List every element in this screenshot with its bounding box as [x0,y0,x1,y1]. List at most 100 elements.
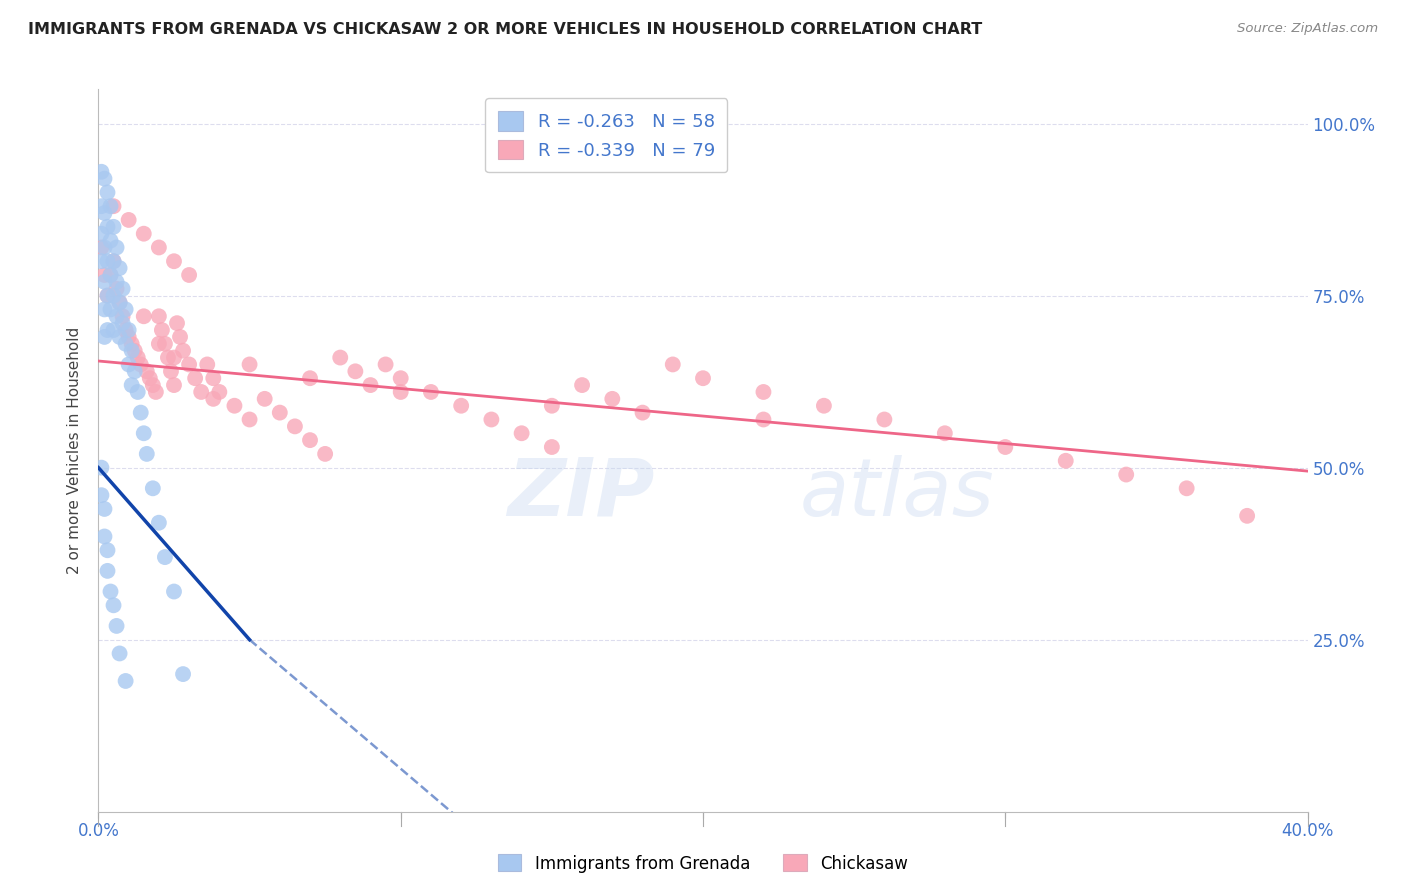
Point [100,268,122,282]
Point [111,310,134,324]
Point [118,213,141,227]
Point [239,412,262,426]
Point [540,440,562,454]
Point [114,302,136,317]
Point [314,447,336,461]
Point [1054,454,1077,468]
Point [873,412,896,426]
Text: ZIP: ZIP [508,455,655,533]
Point [108,647,131,661]
Point [100,268,122,282]
Point [179,268,201,282]
Point [93,268,115,282]
Point [148,310,170,324]
Point [202,371,225,385]
Point [1175,481,1198,495]
Point [93,502,115,516]
Point [208,384,231,399]
Point [1236,508,1258,523]
Y-axis label: 2 or more Vehicles in Household: 2 or more Vehicles in Household [67,326,83,574]
Point [156,351,179,365]
Point [96,288,118,302]
Legend: Immigrants from Grenada, Chickasaw: Immigrants from Grenada, Chickasaw [491,847,915,880]
Point [90,199,112,213]
Point [93,171,115,186]
Point [994,440,1017,454]
Point [100,199,122,213]
Point [124,343,146,358]
Point [166,316,188,330]
Point [121,343,143,358]
Point [90,165,112,179]
Point [90,488,112,502]
Point [202,392,225,406]
Point [105,240,128,254]
Point [93,206,115,220]
Point [172,667,194,681]
Point [481,412,503,426]
Point [100,234,122,248]
Point [118,330,141,344]
Point [148,336,170,351]
Text: IMMIGRANTS FROM GRENADA VS CHICKASAW 2 OR MORE VEHICLES IN HOUSEHOLD CORRELATION: IMMIGRANTS FROM GRENADA VS CHICKASAW 2 O… [28,22,983,37]
Point [132,310,155,324]
Point [93,302,115,317]
Point [96,219,118,234]
Point [111,282,134,296]
Point [420,384,443,399]
Point [163,254,186,268]
Point [253,392,276,406]
Point [129,358,152,372]
Point [103,288,125,302]
Point [752,384,775,399]
Point [179,358,201,372]
Point [184,371,207,385]
Point [135,447,157,461]
Point [105,310,128,324]
Point [100,584,122,599]
Point [118,323,141,337]
Point [121,378,143,392]
Point [127,351,149,365]
Point [661,358,683,372]
Point [145,384,167,399]
Point [752,412,775,426]
Point [631,406,654,420]
Point [344,364,367,378]
Point [127,384,149,399]
Point [450,399,472,413]
Point [103,199,125,213]
Point [93,330,115,344]
Point [160,364,183,378]
Point [148,240,170,254]
Point [163,351,186,365]
Point [108,295,131,310]
Point [108,330,131,344]
Point [153,336,176,351]
Point [163,584,186,599]
Point [148,516,170,530]
Point [108,261,131,276]
Point [111,316,134,330]
Point [132,426,155,441]
Point [90,254,112,268]
Point [813,399,835,413]
Point [692,371,714,385]
Point [103,219,125,234]
Point [96,543,118,558]
Point [103,323,125,337]
Point [96,186,118,200]
Legend: R = -0.263   N = 58, R = -0.339   N = 79: R = -0.263 N = 58, R = -0.339 N = 79 [485,98,727,172]
Point [96,564,118,578]
Point [118,358,141,372]
Point [510,426,533,441]
Point [224,399,246,413]
Point [389,384,412,399]
Point [103,254,125,268]
Point [114,673,136,688]
Point [299,433,322,447]
Point [114,323,136,337]
Point [142,378,165,392]
Point [360,378,382,392]
Point [284,419,307,434]
